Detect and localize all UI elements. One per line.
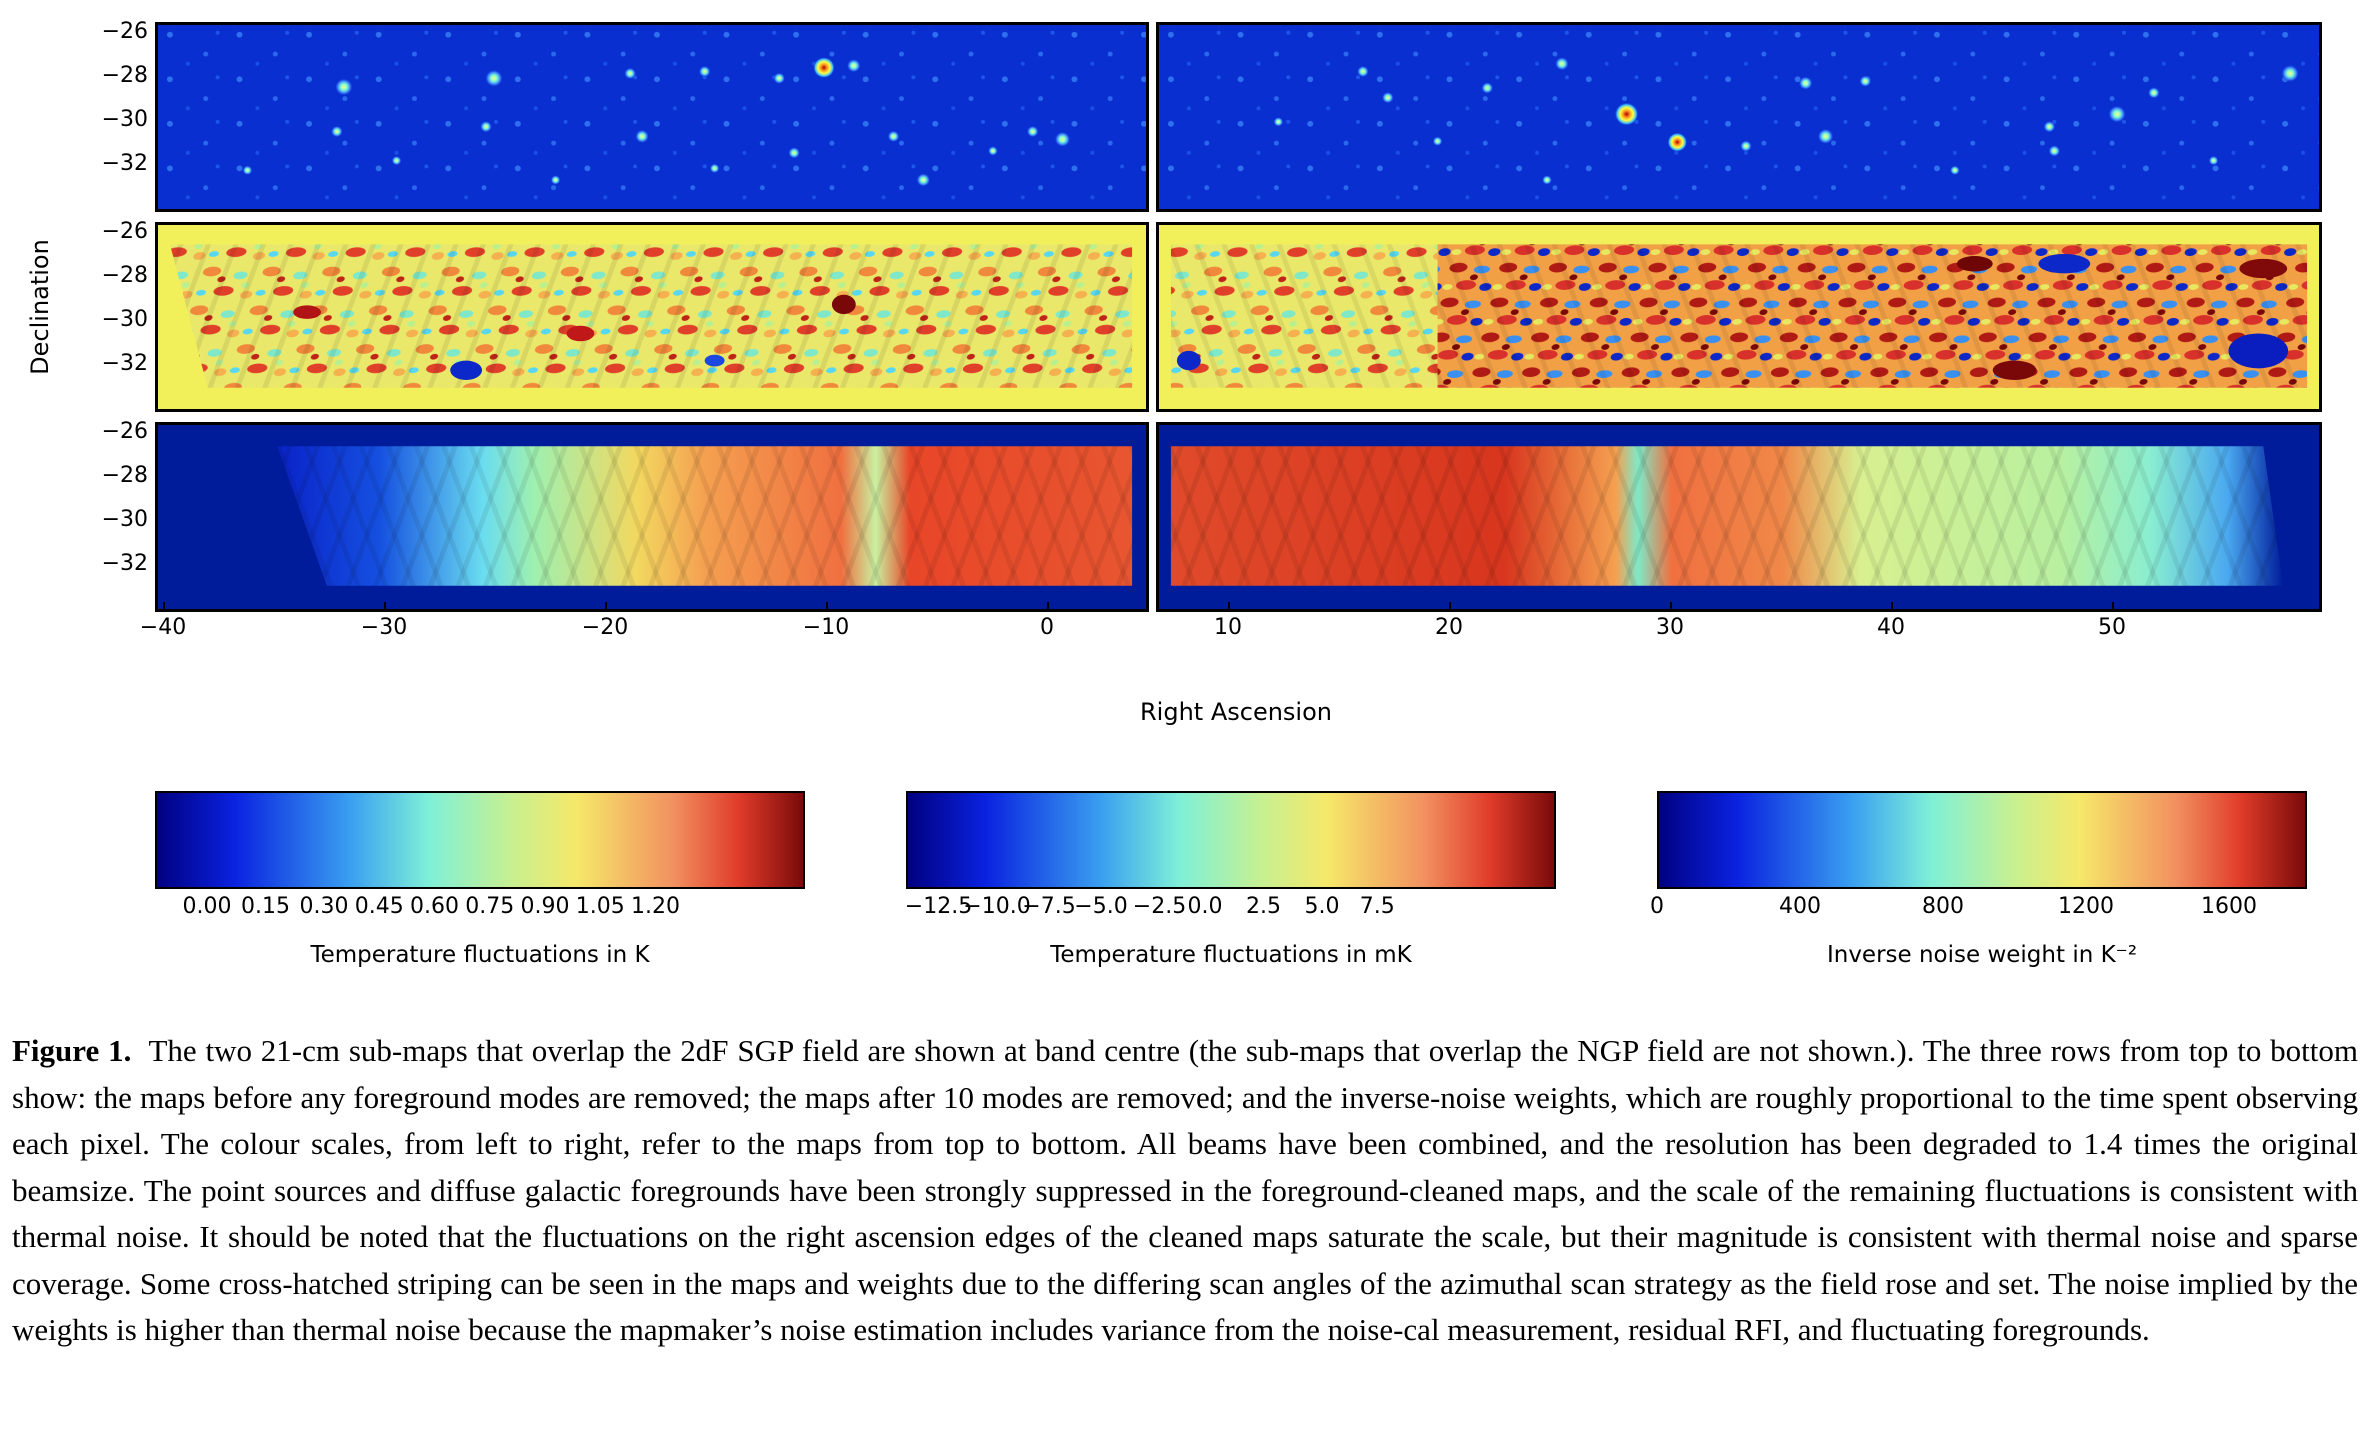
- colorbar-tick-label: 0: [1650, 894, 1664, 919]
- weights-row3-left: [155, 422, 1149, 612]
- y-tick-label: −32: [101, 151, 148, 176]
- weights-row3-right: [1156, 422, 2322, 612]
- colorbar-tick-label: 0.75: [465, 894, 515, 919]
- y-tick-label: −30: [101, 107, 148, 132]
- colorbar-tick-label: 0.45: [354, 894, 404, 919]
- colorbar-tick-label: 0.60: [410, 894, 459, 919]
- x-tick-label: 20: [1435, 615, 1463, 640]
- y-tick-label: −26: [101, 419, 148, 444]
- colorbar-tick-label: 2.5: [1246, 894, 1281, 919]
- y-tick-label: −26: [101, 219, 148, 244]
- colorbar-tick-label: 1600: [2201, 894, 2257, 919]
- colorbar-tick-label: 1200: [2058, 894, 2114, 919]
- colorbar-3-title: Inverse noise weight in K⁻²: [1826, 942, 2138, 968]
- y-tick-label: −32: [101, 351, 148, 376]
- y-tick-label: −30: [101, 307, 148, 332]
- y-tick-label: −28: [101, 463, 148, 488]
- y-tick-label: −26: [101, 19, 148, 44]
- y-tick-label: −32: [101, 551, 148, 576]
- x-tick-mark: [163, 602, 165, 612]
- x-tick-label: −40: [139, 615, 187, 640]
- y-tick-label: −28: [101, 263, 148, 288]
- colorbar-1-title: Temperature fluctuations in K: [310, 942, 650, 968]
- x-tick-label: 10: [1214, 615, 1242, 640]
- colorbar-tick-label: −12.5: [904, 894, 973, 919]
- colorbar-tick-label: 0.90: [520, 894, 570, 919]
- x-tick-mark: [826, 602, 828, 612]
- x-tick-label: 30: [1656, 615, 1684, 640]
- colorbar-tick-label: 5.0: [1304, 894, 1340, 919]
- x-tick-mark: [1670, 602, 1672, 612]
- x-tick-mark: [1891, 602, 1893, 612]
- x-tick-mark: [2112, 602, 2114, 612]
- colorbar-3: [1657, 791, 2307, 889]
- colorbar-tick-label: 0.15: [241, 894, 290, 919]
- caption-label: Figure 1.: [12, 1033, 132, 1068]
- colorbar-tick-label: 800: [1922, 894, 1964, 919]
- x-tick-label: 0: [1040, 615, 1054, 640]
- map-row2-left: [155, 222, 1149, 412]
- map-row1-right: [1156, 22, 2322, 212]
- x-tick-mark: [1228, 602, 1230, 612]
- x-tick-label: 40: [1877, 615, 1905, 640]
- colorbar-tick-label: 7.5: [1359, 894, 1395, 919]
- y-tick-label: −28: [101, 63, 148, 88]
- colorbar-1: [155, 791, 805, 889]
- y-axis-title: Declination: [26, 239, 54, 375]
- x-tick-mark: [384, 602, 386, 612]
- colorbar-tick-label: 0.0: [1187, 894, 1223, 919]
- colorbar-2: [906, 791, 1556, 889]
- x-tick-label: 50: [2098, 615, 2126, 640]
- x-axis-title: Right Ascension: [1140, 698, 1332, 726]
- y-tick-label: −30: [101, 507, 148, 532]
- x-tick-label: −10: [802, 615, 850, 640]
- x-tick-mark: [1047, 602, 1049, 612]
- map-row1-left: [155, 22, 1149, 212]
- colorbar-tick-label: 0.00: [182, 894, 232, 919]
- caption-text: The two 21-cm sub-maps that overlap the …: [12, 1033, 2358, 1347]
- colorbar-tick-label: 0.30: [299, 894, 349, 919]
- colorbar-tick-label: 400: [1779, 894, 1821, 919]
- x-tick-mark: [1449, 602, 1451, 612]
- x-tick-label: −20: [581, 615, 629, 640]
- colorbar-tick-label: −10.0: [963, 894, 1031, 919]
- colorbar-tick-label: −5.0: [1074, 894, 1128, 919]
- colorbar-tick-label: −7.5: [1022, 894, 1076, 919]
- x-tick-label: −30: [360, 615, 408, 640]
- map-row2-right: [1156, 222, 2322, 412]
- figure-caption: Figure 1. The two 21-cm sub-maps that ov…: [12, 1028, 2358, 1354]
- colorbar-tick-label: 1.05: [575, 894, 625, 919]
- colorbar-2-title: Temperature fluctuations in mK: [1050, 942, 1412, 968]
- colorbar-tick-label: −2.5: [1132, 894, 1187, 919]
- colorbar-tick-label: 1.20: [631, 894, 680, 919]
- x-tick-mark: [605, 602, 607, 612]
